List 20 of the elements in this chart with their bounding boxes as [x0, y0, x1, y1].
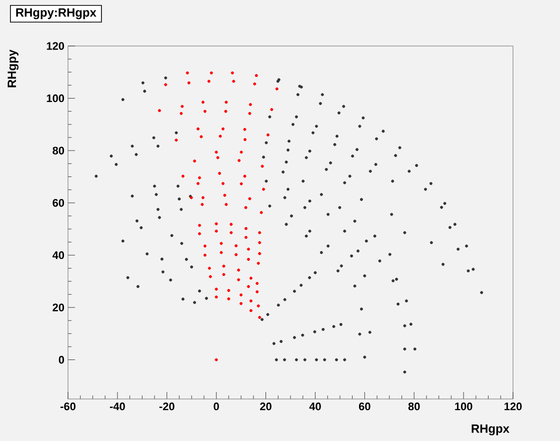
y-tick-label: 80: [52, 146, 64, 154]
x-tick-label: 60: [358, 402, 370, 410]
y-tick-label: 20: [52, 304, 64, 312]
x-axis-title: RHgpx: [472, 424, 510, 436]
x-tick-label: 120: [504, 402, 522, 410]
y-tick-label: 40: [52, 251, 64, 260]
x-tick-label: 100: [455, 402, 472, 410]
x-tick-label: -20: [159, 402, 174, 410]
y-axis-title: RHgpy: [8, 50, 18, 88]
y-tick-label: 100: [46, 94, 64, 102]
x-tick-label: 20: [260, 402, 272, 410]
x-tick-label: 40: [309, 402, 321, 410]
chart-title: RHgpy:RHgpx: [16, 8, 96, 20]
y-tick-label: 0: [58, 356, 64, 364]
x-tick-label: -40: [110, 402, 125, 410]
y-tick-label: 120: [46, 42, 64, 50]
y-tick-label: 60: [52, 199, 64, 207]
x-tick-label: -60: [60, 402, 76, 410]
x-tick-label: 0: [214, 402, 219, 410]
x-tick-label: 80: [408, 402, 420, 410]
